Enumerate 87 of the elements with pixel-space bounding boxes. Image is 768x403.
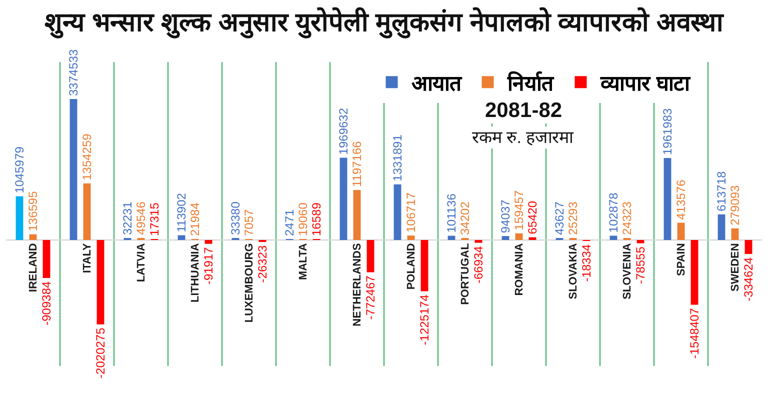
data-label: 19060 bbox=[296, 202, 310, 236]
data-label: -18334 bbox=[580, 244, 594, 282]
bar bbox=[677, 222, 685, 240]
x-tick-label: SLOVENIA bbox=[622, 243, 634, 300]
bar bbox=[16, 196, 24, 240]
data-label: -772467 bbox=[364, 275, 378, 320]
data-label: 136595 bbox=[26, 190, 40, 232]
data-label: -1225174 bbox=[418, 294, 432, 346]
x-tick-label: ROMANIA bbox=[514, 243, 526, 296]
data-label: 1961983 bbox=[660, 108, 674, 156]
bar bbox=[29, 234, 37, 240]
data-label: 2471 bbox=[282, 208, 296, 236]
annotation: 2081-82 bbox=[485, 99, 562, 122]
data-label: 21984 bbox=[188, 202, 202, 236]
data-label: -2020275 bbox=[94, 327, 108, 378]
data-label: 17315 bbox=[148, 202, 162, 236]
x-tick-label: IRELAND bbox=[28, 243, 40, 292]
bar bbox=[515, 233, 523, 240]
bar bbox=[178, 235, 186, 240]
x-tick-label: MALTA bbox=[298, 243, 310, 280]
data-label: -26323 bbox=[256, 245, 270, 283]
legend-label: निर्यात bbox=[506, 70, 555, 96]
data-label: 33380 bbox=[228, 201, 242, 235]
data-label: 25293 bbox=[566, 201, 580, 235]
bar bbox=[474, 240, 482, 243]
data-label: 106717 bbox=[404, 192, 418, 233]
data-label: 1331891 bbox=[390, 134, 404, 182]
bar bbox=[420, 240, 428, 292]
data-label: -91917 bbox=[202, 246, 216, 285]
bar bbox=[340, 158, 348, 240]
bar bbox=[744, 240, 752, 254]
x-tick-label: SPAIN bbox=[676, 243, 688, 276]
data-label: 32231 bbox=[120, 201, 134, 235]
legend-label: आयात bbox=[412, 72, 463, 96]
data-label: 613718 bbox=[714, 170, 728, 212]
bar bbox=[83, 183, 91, 240]
data-label: -78555 bbox=[634, 246, 648, 284]
x-tick-label: ITALY bbox=[82, 242, 94, 274]
data-label: 16589 bbox=[310, 202, 324, 236]
bar bbox=[366, 240, 374, 272]
bar bbox=[718, 214, 726, 240]
x-tick-label: LATVIA bbox=[136, 243, 148, 282]
x-tick-label: SLOVAKIA bbox=[568, 243, 580, 300]
data-label: 413576 bbox=[674, 179, 688, 220]
bar bbox=[394, 184, 402, 240]
bar bbox=[204, 240, 212, 244]
data-label: 49546 bbox=[134, 201, 148, 235]
x-tick-label: PORTUGAL bbox=[460, 242, 472, 305]
data-label: 3374533 bbox=[66, 48, 80, 96]
data-label: 1045979 bbox=[12, 146, 26, 194]
data-label: -909384 bbox=[40, 281, 54, 326]
bar bbox=[502, 236, 510, 240]
data-label: 102878 bbox=[606, 192, 620, 233]
bar bbox=[664, 158, 672, 240]
x-tick-label: LUXEMBOURG bbox=[244, 243, 256, 323]
data-label: 113902 bbox=[174, 192, 188, 232]
data-label: 1197166 bbox=[350, 140, 364, 187]
x-tick-label: POLAND bbox=[406, 243, 418, 290]
data-label: 279093 bbox=[728, 184, 742, 226]
bar bbox=[407, 236, 415, 240]
x-tick-label: SWEDEN bbox=[730, 243, 742, 292]
bar bbox=[353, 190, 361, 240]
bar bbox=[690, 240, 698, 305]
data-label: 101136 bbox=[444, 193, 458, 233]
x-tick-label: LITHUANIA bbox=[190, 243, 202, 302]
data-label: 24323 bbox=[620, 201, 634, 235]
data-label: -66934 bbox=[472, 246, 486, 284]
data-label: 7057 bbox=[242, 208, 256, 236]
data-label: 34202 bbox=[458, 201, 472, 235]
data-label: 94037 bbox=[498, 199, 512, 234]
data-label: 159457 bbox=[512, 190, 526, 230]
bar bbox=[636, 240, 644, 244]
data-label: -1548407 bbox=[688, 308, 702, 359]
bar bbox=[70, 99, 78, 240]
data-label: 43627 bbox=[552, 201, 566, 235]
chart-title: शुन्य भन्सार शुल्क अनुसार युरोपेली मुलुकसंग नेपालको व्यापारको अवस्था bbox=[44, 7, 724, 40]
bar bbox=[42, 240, 50, 278]
data-label: -334624 bbox=[742, 256, 756, 302]
data-label: 1969632 bbox=[336, 108, 350, 155]
bar bbox=[96, 240, 104, 324]
data-label: 65420 bbox=[526, 200, 540, 234]
bar bbox=[610, 236, 618, 240]
legend-label: व्यापार घाटा bbox=[600, 72, 692, 96]
x-tick-label: NETHERLANDS bbox=[352, 243, 364, 326]
data-label: 1354259 bbox=[80, 133, 94, 180]
bar bbox=[731, 228, 739, 240]
annotation: रकम रु. हजारमा bbox=[472, 128, 574, 147]
